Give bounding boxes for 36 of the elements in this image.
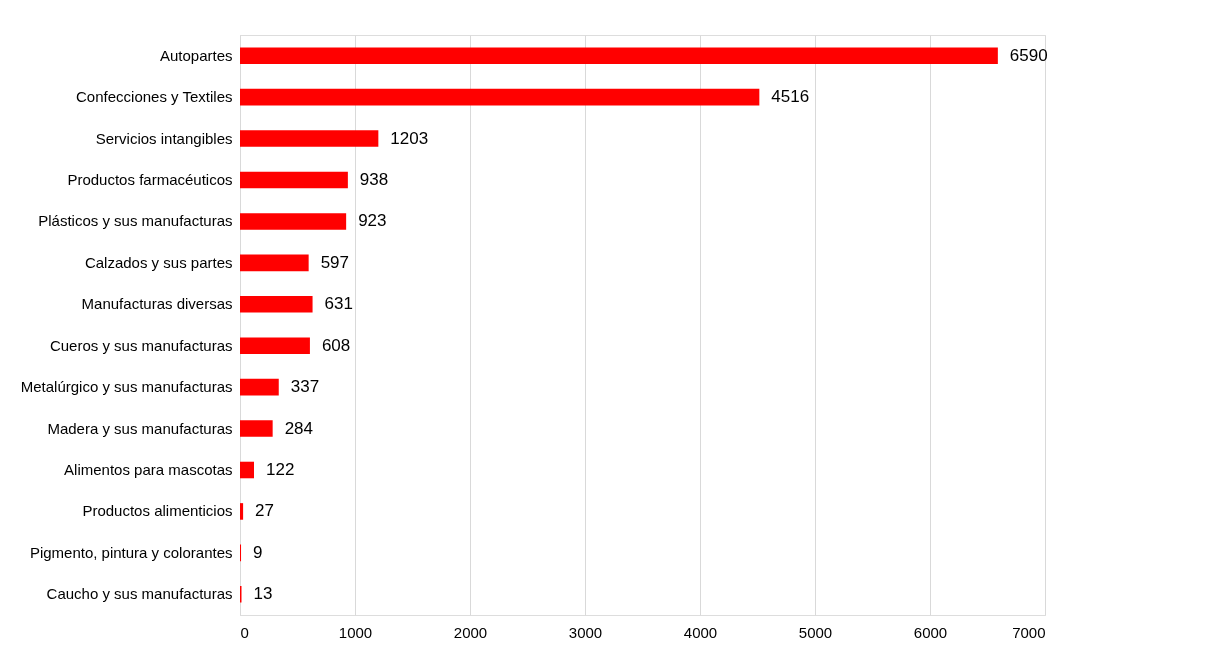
y-tick-label: Productos alimenticios — [82, 502, 233, 520]
data-label: 1203 — [390, 128, 429, 148]
x-tick-label: 4000 — [683, 623, 718, 641]
y-tick-label: Cueros y sus manufacturas — [49, 336, 233, 354]
y-tick-label: Plásticos y sus manufacturas — [38, 212, 233, 230]
y-tick-label: Autopartes — [159, 46, 233, 64]
y-tick-label: Productos farmacéuticos — [67, 171, 233, 188]
data-label: 284 — [284, 418, 314, 438]
data-label: 122 — [266, 460, 295, 479]
data-label: 9 — [253, 542, 263, 562]
data-label: 923 — [358, 211, 387, 231]
x-tick-label: 5000 — [798, 623, 833, 641]
y-tick-label: Manufacturas diversas — [81, 295, 233, 313]
y-tick-label: Alimentos para mascotas — [64, 461, 233, 478]
x-tick-label: 0 — [240, 623, 249, 641]
data-label: 337 — [290, 377, 320, 397]
y-tick-label: Confecciones y Textiles — [76, 88, 233, 106]
y-tick-label: Madera y sus manufacturas — [47, 419, 233, 437]
x-tick-label: 1000 — [338, 623, 373, 641]
x-tick-label: 3000 — [568, 623, 603, 641]
data-label: 631 — [324, 294, 353, 314]
y-tick-label: Caucho y sus manufacturas — [46, 585, 233, 603]
data-label: 938 — [359, 170, 389, 189]
y-tick-label: Servicios intangibles — [95, 129, 233, 147]
y-tick-label: Metalúrgico y sus manufacturas — [20, 378, 233, 396]
data-label: 13 — [253, 584, 273, 604]
y-tick-label: Calzados y sus partes — [84, 253, 233, 271]
data-label: 6590 — [1009, 45, 1048, 65]
data-label: 597 — [320, 252, 350, 272]
data-label: 4516 — [771, 87, 810, 107]
x-tick-label: 7000 — [1012, 623, 1046, 641]
y-tick-label: Pigmento, pintura y colorantes — [29, 543, 233, 561]
x-tick-label: 6000 — [913, 623, 948, 641]
x-tick-label: 2000 — [453, 623, 488, 641]
data-label: 608 — [321, 335, 351, 355]
data-label: 27 — [255, 501, 275, 521]
